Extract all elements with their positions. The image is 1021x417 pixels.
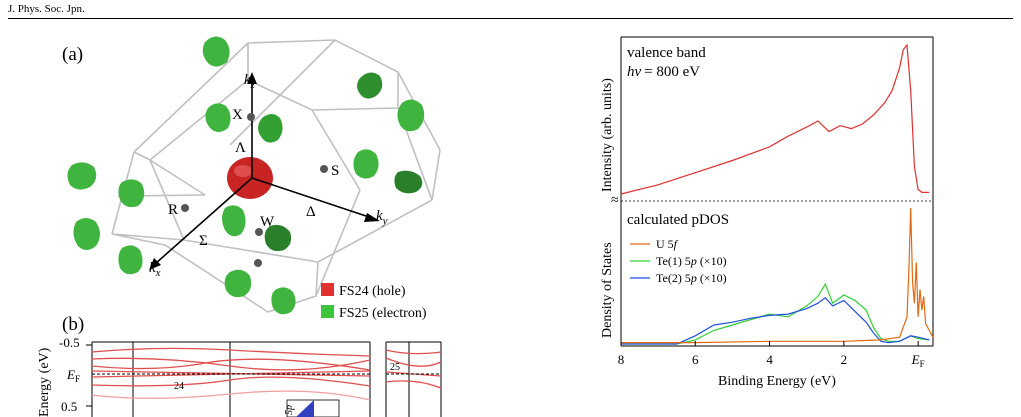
point-W-dot (255, 228, 263, 236)
x-tick-label: 4 (766, 352, 773, 367)
panel-b-ytick-pos: 0.5 (61, 399, 77, 414)
legend-label-fs24: FS24 (hole) (339, 284, 406, 299)
fs25-pocket (224, 269, 252, 298)
point-W-label: W (260, 214, 275, 230)
journal-name: J. Phys. Soc. Jpn. (8, 3, 85, 15)
band-plot-frames (86, 341, 442, 417)
fs25-pocket (357, 72, 383, 99)
inset-colorbar-label: 5p (284, 405, 295, 415)
point-X-dot (247, 113, 255, 121)
point-Sigma-label: Σ (199, 233, 208, 249)
fs25-pocket (258, 114, 283, 143)
fermi-surface-pockets (67, 36, 425, 315)
legend-label-te2: Te(2) 5p (×10) (656, 271, 727, 285)
point-Lambda-label: Λ (235, 140, 246, 156)
pdos-legend: U 5f Te(1) 5p (×10) Te(2) 5p (×10) (630, 237, 727, 285)
kx-arrowhead (149, 258, 161, 270)
point-S-dot (320, 165, 328, 173)
kz-arrowhead (247, 72, 257, 84)
vb-spectrum-line (620, 43, 930, 195)
ky-label: ky (376, 208, 388, 227)
fs25-pocket (205, 103, 231, 132)
x-tick-label: 8 (618, 352, 625, 367)
panel-b-ytick-neg: -0.5 (59, 335, 80, 350)
panel-a-label: (a) (62, 44, 83, 65)
fs25-pocket (118, 179, 145, 208)
kx-label: kx (149, 260, 161, 279)
fs24-pocket (227, 157, 273, 199)
vb-hv-annotation: hν = 800 eV (627, 64, 700, 80)
fs25-pocket (353, 149, 379, 179)
fs25-pocket (118, 245, 143, 275)
fs25-pocket (394, 170, 423, 194)
point-lower-dot (254, 259, 262, 267)
fs25-pocket (222, 205, 246, 237)
ky-arrowhead (364, 213, 380, 222)
fs25-pocket (202, 36, 230, 67)
legend-swatch-fs24 (321, 283, 334, 296)
point-S-label: S (331, 163, 339, 179)
band-label-24: 24 (174, 381, 184, 392)
pdos-line-te1 (621, 282, 930, 345)
x-axis-label: Binding Energy (eV) (718, 374, 836, 389)
legend-swatch-fs25 (321, 305, 334, 318)
kz-label: kz (244, 72, 256, 91)
point-Delta-label: Δ (306, 204, 316, 220)
band-label-25: 25 (390, 362, 400, 373)
pdos-line-te2 (621, 296, 930, 345)
panel-b-label: (b) (62, 314, 84, 335)
fs25-pocket (271, 287, 296, 315)
fs25-pocket (73, 218, 100, 250)
fs25-pocket (67, 162, 97, 190)
brillouin-zone-wireframe (111, 39, 441, 313)
x-tick-label: EF (911, 352, 925, 369)
point-R-label: R (168, 202, 178, 218)
vb-plot (620, 43, 930, 195)
k-axes (154, 80, 373, 265)
vb-title: valence band (627, 45, 706, 61)
pdos-title: calculated pDOS (627, 212, 729, 228)
band-curves (91, 347, 442, 401)
legend-label-fs25: FS25 (electron) (339, 306, 427, 321)
axis-break-mark: ≈ (611, 193, 619, 208)
inset-colorbar-triangle (296, 400, 314, 417)
running-header: J. Phys. Soc. Jpn. (8, 0, 1013, 19)
vb-ylabel: Intensity (arb. units) (600, 78, 615, 192)
x-axis-ticks: 8 6 4 2 EF (618, 341, 925, 369)
right-figure-frame (620, 36, 934, 347)
legend-label-te1: Te(1) 5p (×10) (656, 254, 727, 268)
point-X-label: X (232, 107, 243, 123)
panel-b-ef-label: EF (66, 367, 80, 384)
fs25-pocket (397, 99, 425, 132)
panel-a-legend: FS24 (hole) FS25 (electron) (321, 283, 427, 321)
x-tick-label: 6 (692, 352, 699, 367)
panel-b-ylabel: Energy (eV) (37, 347, 52, 417)
legend-label-u5f: U 5f (656, 237, 679, 251)
fs25-pocket (264, 224, 292, 252)
point-R-dot (181, 204, 189, 212)
x-tick-label: 2 (841, 352, 848, 367)
pdos-ylabel: Density of States (600, 242, 615, 338)
